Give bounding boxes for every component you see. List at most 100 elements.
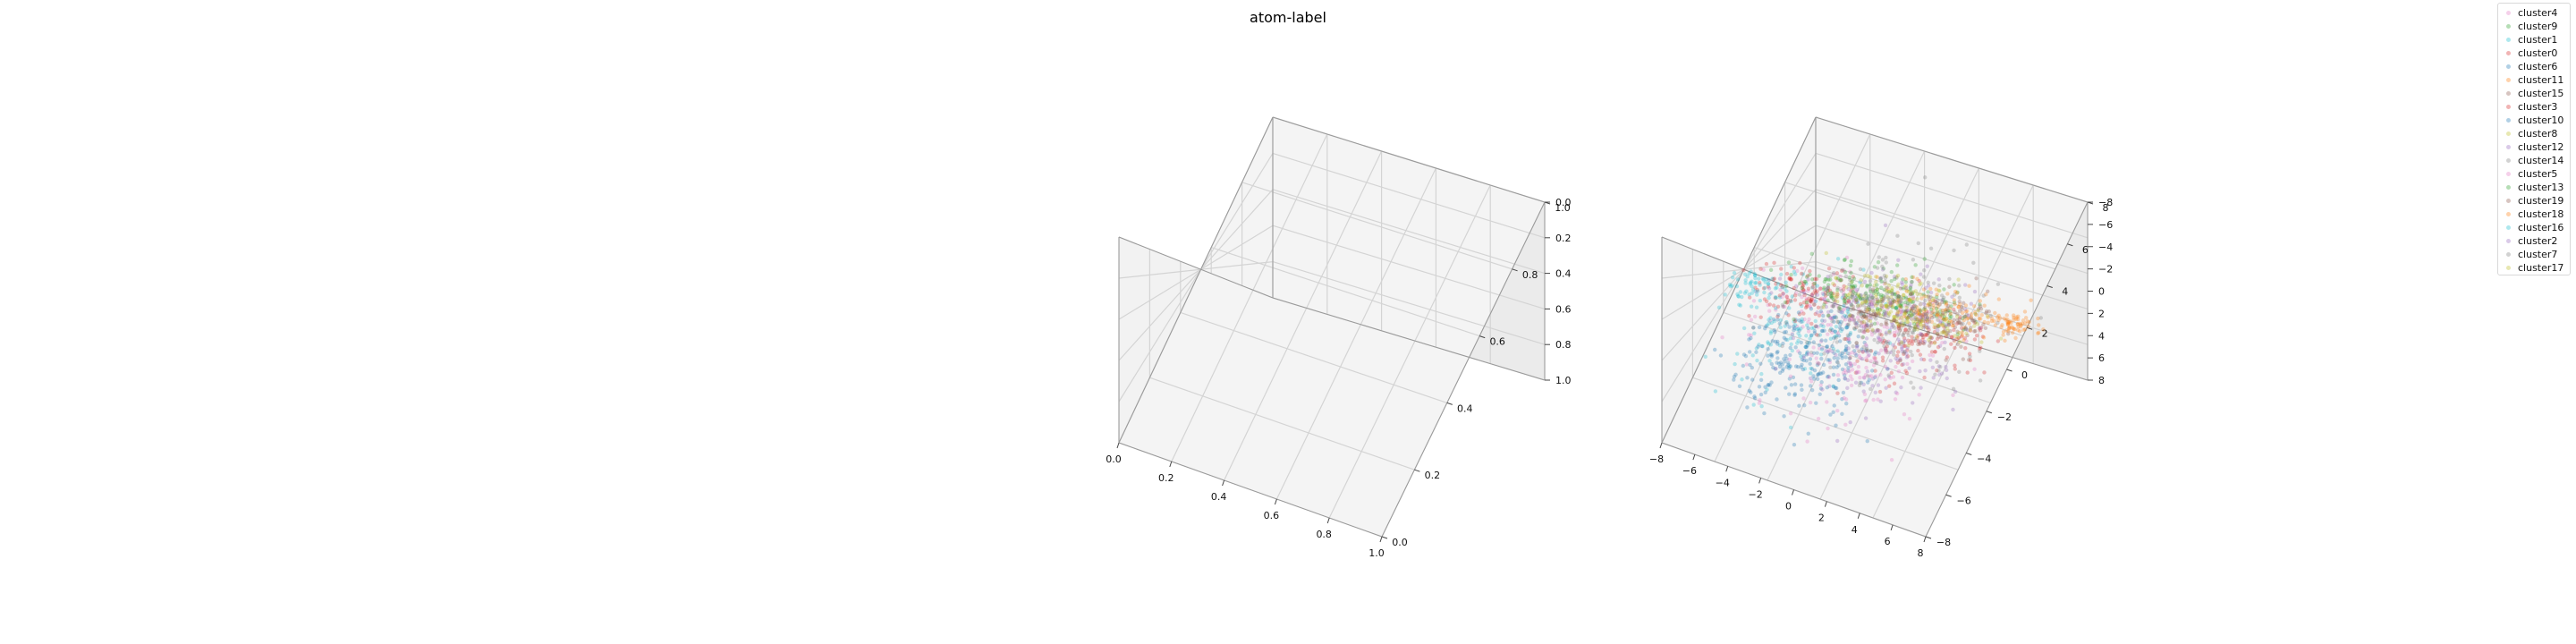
scatter-point [1793,293,1798,298]
scatter-point [1907,416,1912,421]
scatter-point [1916,309,1921,313]
scatter-point [1864,346,1869,352]
scatter-point [1921,292,1926,297]
scatter-point [1811,298,1817,302]
scatter-point [1875,287,1880,292]
scatter-point [1909,309,1913,313]
scatter-point [1827,348,1832,352]
scatter-point [1898,357,1902,361]
scatter-point [1846,300,1852,304]
scatter-point [1821,370,1826,375]
scatter-point [1900,375,1905,380]
scatter-point [1819,338,1824,343]
scatter-point [1846,322,1851,326]
scatter-point [1868,318,1873,324]
scatter-point [2036,330,2041,335]
scatter-point [1918,369,1922,374]
scatter-point [1952,292,1957,297]
scatter-point [1979,345,1983,350]
scatter-point [1918,332,1923,336]
scatter-point [1924,333,1928,337]
scatter-point [2036,331,2040,335]
z-tick-label: −8 [2098,197,2113,208]
scatter-point [1747,388,1752,394]
scatter-point [1872,315,1877,319]
scatter-point [1908,299,1913,304]
grid-line [1661,225,1817,320]
scatter-point [1868,386,1873,392]
scatter-point [1931,376,1936,380]
scatter-point [1750,287,1756,292]
scatter-point [1867,325,1872,330]
scatter-point [1866,309,1871,315]
scatter-point [1953,289,1958,294]
scatter-point [1797,403,1801,408]
axis-edge [1661,116,1817,444]
scatter-point [2014,315,2019,319]
scatter-point [1894,275,1899,280]
scatter-point [1810,285,1815,290]
scatter-point [1909,292,1914,296]
scatter-point [1874,297,1879,302]
scatter-point [1870,327,1875,332]
scatter-point [1861,344,1866,350]
legend-marker [2506,212,2511,216]
scatter-point [1913,324,1919,329]
scatter-point [1944,323,1948,327]
scatter-point [1827,384,1832,388]
scatter-point [1892,318,1896,323]
scatter-point [1880,264,1885,269]
scatter-point [1858,267,1863,272]
scatter-point [1928,358,1933,362]
scatter-point [1978,349,1982,353]
scatter-point [1764,324,1768,329]
scatter-point [1962,327,1966,332]
scatter-point [1757,325,1762,330]
scatter-point [1924,312,1928,317]
scatter-point [1863,325,1868,329]
scatter-point [1780,343,1784,349]
scatter-point [1760,276,1766,281]
scatter-point [1883,275,1888,281]
scatter-point [1925,264,1929,268]
scatter-point [1953,325,1958,330]
scatter-point [1874,312,1878,317]
legend-label: cluster12 [2518,141,2564,153]
scatter-point [1913,315,1919,320]
scatter-point [1870,295,1876,301]
scatter-point [1846,365,1851,370]
scatter-point [1896,296,1901,301]
scatter-point [1855,299,1860,303]
scatter-point [1878,299,1883,304]
scatter-point [1743,281,1748,285]
scatter-point [1818,286,1823,291]
scatter-point [1749,280,1753,285]
scatter-point [1800,266,1805,271]
scatter-point [1890,292,1894,297]
z-tick-label: −6 [2098,219,2113,231]
scatter-point [1801,287,1806,292]
scatter-point [1954,336,1959,342]
scatter-point [1939,293,1945,298]
scatter-point [1784,357,1789,361]
scatter-point [1897,339,1902,344]
scatter-point [1750,291,1755,295]
scatter-point [1863,299,1868,304]
scatter-point [1928,304,1932,309]
scatter-point [1864,315,1868,319]
scatter-point [1718,353,1724,358]
scatter-point [1800,303,1804,309]
scatter-point [1847,275,1852,280]
scatter-point [1846,338,1851,343]
scatter-point [2023,326,2028,332]
scatter-point [1856,307,1861,311]
scatter-point [1944,300,1948,304]
scatter-point [1737,302,1741,307]
scatter-point [1826,375,1832,380]
scatter-point [1784,294,1789,299]
scatter-point [1850,351,1854,355]
scatter-point [1761,286,1767,291]
scatter-point [1809,251,1814,257]
scatter-point [1940,317,1945,321]
scatter-point [1885,310,1889,316]
